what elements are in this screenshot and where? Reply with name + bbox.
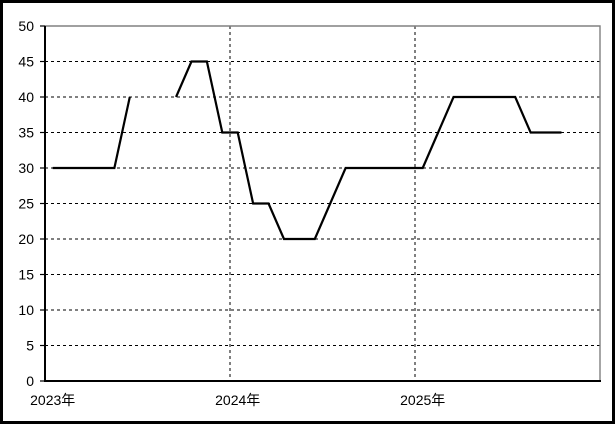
x-axis-year-label: 2023年: [30, 392, 75, 408]
x-axis-year-label: 2025年: [400, 392, 445, 408]
y-axis-tick-label: 50: [18, 18, 34, 34]
y-axis-tick-label: 25: [18, 196, 34, 212]
y-axis-tick-label: 10: [18, 302, 34, 318]
y-axis-tick-label: 15: [18, 267, 34, 283]
y-axis-tick-label: 5: [26, 338, 34, 354]
x-axis-year-label: 2024年: [215, 392, 260, 408]
plot-frame-top-right: [45, 25, 601, 381]
y-axis-tick-label: 40: [18, 89, 34, 105]
data-line-segment: [52, 96, 131, 170]
y-axis-tick-label: 30: [18, 160, 34, 176]
y-axis-tick-label: 35: [18, 125, 34, 141]
y-axis-tick-label: 0: [26, 373, 34, 389]
y-axis-tick-label: 20: [18, 231, 34, 247]
y-axis-tick-label: 45: [18, 54, 34, 70]
data-line-segment: [175, 60, 562, 241]
